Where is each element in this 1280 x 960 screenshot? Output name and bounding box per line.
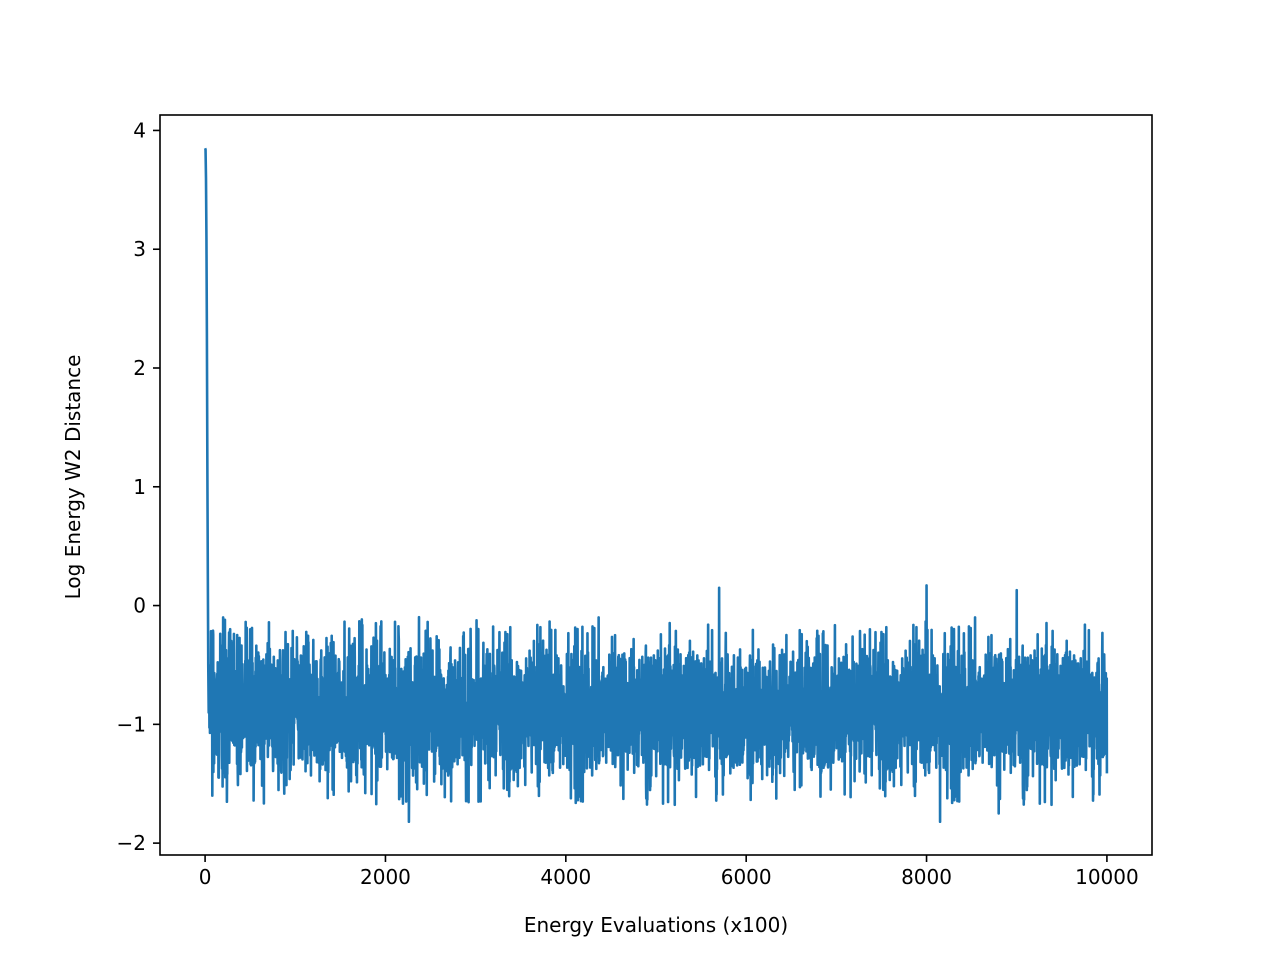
- ticks-layer: 0 2000 4000 6000 8000 10000 −2 −1 0 1 2 3 4: [117, 118, 1139, 889]
- series-line: [203, 147, 1109, 824]
- y-axis-label: Log Energy W2 Distance: [61, 355, 85, 600]
- x-tick-label: 2000: [360, 865, 411, 889]
- y-tick-label: 1: [133, 475, 146, 499]
- x-tick-label: 6000: [721, 865, 772, 889]
- y-tick-label: −2: [117, 831, 146, 855]
- y-tick-label: 3: [133, 237, 146, 261]
- x-tick-label: 0: [199, 865, 212, 889]
- plot-layer: [203, 147, 1109, 824]
- y-tick-label: −1: [117, 712, 146, 736]
- y-tick-label: 0: [133, 594, 146, 618]
- x-axis-label: Energy Evaluations (x100): [524, 913, 788, 937]
- y-tick-label: 2: [133, 356, 146, 380]
- x-tick-label: 10000: [1075, 865, 1139, 889]
- plot-frame: [159, 114, 1153, 856]
- x-tick-label: 4000: [540, 865, 591, 889]
- y-tick-label: 4: [133, 118, 146, 142]
- x-tick-label: 8000: [901, 865, 952, 889]
